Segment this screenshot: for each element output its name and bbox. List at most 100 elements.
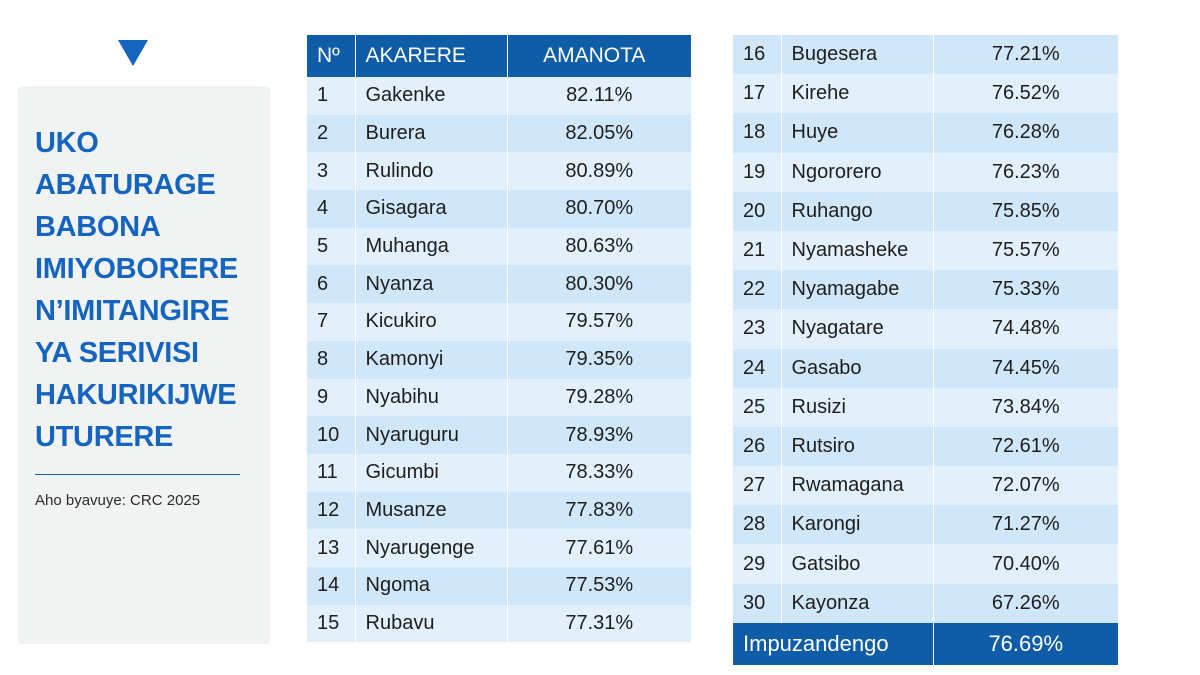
table-row: 8 Kamonyi 79.35% <box>307 340 691 379</box>
score-cell: 76.28% <box>932 113 1118 153</box>
rank-cell: 7 <box>307 303 355 341</box>
rank-cell: 11 <box>307 453 355 492</box>
ranking-table-left: Nº AKARERE AMANOTA 1 Gakenke 82.11% 2 Burera… <box>307 35 691 643</box>
title-panel: UKO ABATURAGE BABONA IMIYOBORERE N’IMITA… <box>18 86 270 644</box>
average-score: 76.69% <box>932 622 1118 665</box>
header-score: AMANOTA <box>506 35 691 77</box>
score-cell: 80.70% <box>506 190 691 228</box>
rank-cell: 30 <box>733 583 781 623</box>
rank-cell: 29 <box>733 544 781 584</box>
rank-cell: 13 <box>307 529 355 567</box>
table-row: 13 Nyarugenge 77.61% <box>307 529 691 567</box>
rank-cell: 26 <box>733 426 781 467</box>
score-cell: 79.57% <box>506 303 691 341</box>
page-title: UKO ABATURAGE BABONA IMIYOBORERE N’IMITA… <box>35 122 254 458</box>
rank-cell: 16 <box>733 35 781 75</box>
title-line: YA SERIVISI <box>35 337 199 369</box>
rank-cell: 19 <box>733 152 781 192</box>
table-row: 1 Gakenke 82.11% <box>307 77 691 115</box>
district-cell: Ruhango <box>780 191 933 231</box>
score-cell: 80.89% <box>506 152 691 191</box>
table-row: 28 Karongi 71.27% <box>733 505 1118 545</box>
table-row: 18 Huye 76.28% <box>733 113 1118 153</box>
rank-cell: 15 <box>307 604 355 643</box>
district-cell: Rutsiro <box>780 426 933 467</box>
score-cell: 75.33% <box>932 270 1118 310</box>
score-cell: 75.85% <box>932 191 1118 231</box>
table-row: 9 Nyabihu 79.28% <box>307 378 691 417</box>
score-cell: 75.57% <box>932 230 1118 271</box>
score-cell: 80.63% <box>506 227 691 266</box>
table-row: 15 Rubavu 77.31% <box>307 604 691 643</box>
district-cell: Ngoma <box>354 566 507 605</box>
ranking-table-right: 16 Bugesera 77.21% 17 Kirehe 76.52% 18 Huye 76.2… <box>733 35 1118 665</box>
header-number: Nº <box>307 35 355 77</box>
rank-cell: 27 <box>733 466 781 506</box>
district-cell: Nyamasheke <box>780 230 933 271</box>
district-cell: Nyagatare <box>780 309 933 349</box>
rank-cell: 28 <box>733 505 781 545</box>
score-cell: 77.53% <box>506 566 691 605</box>
title-divider <box>35 474 240 475</box>
header-district: AKARERE <box>354 35 507 77</box>
title-line: HAKURIKIJWE <box>35 379 237 411</box>
rank-cell: 4 <box>307 190 355 228</box>
score-cell: 71.27% <box>932 505 1118 545</box>
table-row: 7 Kicukiro 79.57% <box>307 303 691 341</box>
score-cell: 79.28% <box>506 378 691 417</box>
district-cell: Nyabihu <box>354 378 507 417</box>
score-cell: 77.61% <box>506 529 691 567</box>
district-cell: Kicukiro <box>354 303 507 341</box>
title-line: ABATURAGE <box>35 169 216 201</box>
score-cell: 76.52% <box>932 74 1118 114</box>
rank-cell: 21 <box>733 230 781 271</box>
rank-cell: 17 <box>733 74 781 114</box>
score-cell: 70.40% <box>932 544 1118 584</box>
table-row: 2 Burera 82.05% <box>307 114 691 153</box>
district-cell: Nyarugenge <box>354 529 507 567</box>
table-row: 4 Gisagara 80.70% <box>307 190 691 228</box>
table-header-row: Nº AKARERE AMANOTA <box>307 35 691 77</box>
title-line: N’IMITANGIRE <box>35 295 230 327</box>
title-line: IMIYOBORERE <box>35 253 238 285</box>
score-cell: 74.48% <box>932 309 1118 349</box>
score-cell: 82.11% <box>506 77 691 115</box>
district-cell: Ngororero <box>780 152 933 192</box>
district-cell: Nyanza <box>354 265 507 304</box>
table-row: 23 Nyagatare 74.48% <box>733 309 1118 349</box>
rank-cell: 23 <box>733 309 781 349</box>
rank-cell: 25 <box>733 387 781 427</box>
rank-cell: 9 <box>307 378 355 417</box>
table-row: 22 Nyamagabe 75.33% <box>733 270 1118 310</box>
district-cell: Nyamagabe <box>780 270 933 310</box>
district-cell: Muhanga <box>354 227 507 266</box>
table-row: 30 Kayonza 67.26% <box>733 583 1118 623</box>
average-label: Impuzandengo <box>733 622 933 665</box>
table-row: 19 Ngororero 76.23% <box>733 152 1118 192</box>
score-cell: 77.83% <box>506 491 691 530</box>
district-cell: Rwamagana <box>780 466 933 506</box>
score-cell: 77.21% <box>932 35 1118 75</box>
district-cell: Gatsibo <box>780 544 933 584</box>
title-line: BABONA <box>35 211 161 243</box>
district-cell: Bugesera <box>780 35 933 75</box>
table-row: 25 Rusizi 73.84% <box>733 387 1118 427</box>
score-cell: 67.26% <box>932 583 1118 623</box>
district-cell: Nyaruguru <box>354 416 507 454</box>
score-cell: 72.61% <box>932 426 1118 467</box>
score-cell: 78.93% <box>506 416 691 454</box>
rank-cell: 22 <box>733 270 781 310</box>
district-cell: Karongi <box>780 505 933 545</box>
rank-cell: 8 <box>307 340 355 379</box>
district-cell: Gisagara <box>354 190 507 228</box>
score-cell: 80.30% <box>506 265 691 304</box>
score-cell: 72.07% <box>932 466 1118 506</box>
district-cell: Kayonza <box>780 583 933 623</box>
rank-cell: 2 <box>307 114 355 153</box>
table-row: 20 Ruhango 75.85% <box>733 191 1118 231</box>
district-cell: Gicumbi <box>354 453 507 492</box>
rank-cell: 18 <box>733 113 781 153</box>
score-cell: 76.23% <box>932 152 1118 192</box>
source-note: Aho byavuye: CRC 2025 <box>35 492 201 509</box>
rank-cell: 12 <box>307 491 355 530</box>
